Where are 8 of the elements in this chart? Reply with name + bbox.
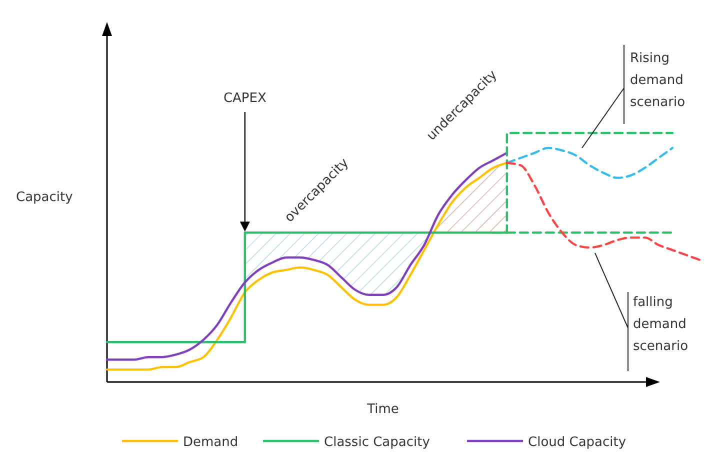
legend-label: Demand <box>183 435 238 450</box>
y-axis-title: Capacity <box>16 190 74 205</box>
legend-label: Cloud Capacity <box>528 435 626 450</box>
annotation: falling demand scenario <box>633 295 688 354</box>
legend-label: Classic Capacity <box>324 435 430 450</box>
text: CAPEX <box>223 91 266 106</box>
x-axis-title: Time <box>366 402 399 417</box>
text: Rising demand scenario <box>630 51 686 110</box>
